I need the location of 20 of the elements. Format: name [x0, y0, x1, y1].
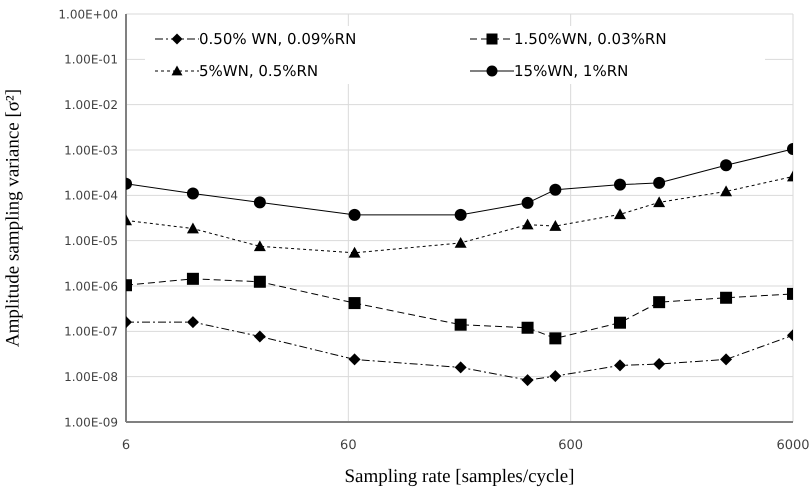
y-tick-label: 1.00E+00 — [58, 7, 118, 22]
x-tick-label: 6 — [122, 438, 130, 454]
x-tick-label: 60 — [340, 438, 357, 454]
y-axis-title: Amplitude sampling variance [σ²] — [2, 88, 24, 348]
legend-label: 0.50% WN, 0.09%RN — [199, 30, 356, 48]
y-tick-label: 1.00E-05 — [64, 234, 118, 248]
x-axis-title: Sampling rate [samples/cycle] — [344, 466, 575, 487]
y-tick-label: 1.00E-08 — [64, 370, 118, 384]
legend-label: 1.50%WN, 0.03%RN — [514, 30, 667, 48]
legend-label: 5%WN, 0.5%RN — [199, 62, 318, 80]
y-tick-label: 1.00E-04 — [64, 188, 118, 203]
y-tick-label: 1.00E-02 — [64, 98, 118, 112]
y-tick-label: 1.00E-06 — [64, 279, 118, 294]
y-tick-label: 1.00E-09 — [64, 415, 118, 430]
y-tick-label: 1.00E-07 — [64, 324, 118, 339]
legend-label: 15%WN, 1%RN — [514, 62, 628, 80]
x-tick-label: 600 — [558, 438, 584, 454]
y-tick-label: 1.00E-03 — [64, 143, 118, 158]
y-tick-label: 1.00E-01 — [64, 52, 118, 67]
x-tick-label: 6000 — [776, 438, 810, 454]
